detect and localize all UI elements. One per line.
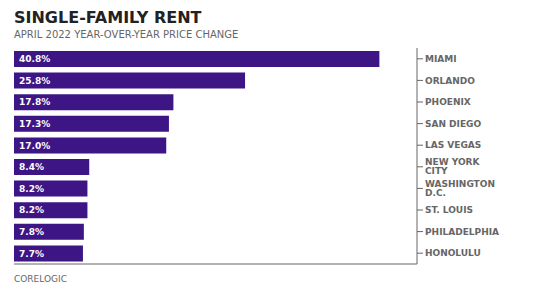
- svg-text:PHOENIX: PHOENIX: [425, 97, 471, 107]
- svg-text:MIAMI: MIAMI: [425, 54, 457, 64]
- svg-text:ST. LOUIS: ST. LOUIS: [425, 205, 473, 215]
- svg-text:PHILADELPHIA: PHILADELPHIA: [425, 227, 499, 237]
- svg-text:7.7%: 7.7%: [19, 249, 44, 259]
- svg-text:17.8%: 17.8%: [19, 97, 50, 107]
- html-text:CORELOGIC: CORELOGIC: [14, 274, 67, 284]
- html-text:SINGLE-FAMILY RENT: SINGLE-FAMILY RENT: [14, 8, 202, 27]
- svg-text:8.4%: 8.4%: [19, 162, 44, 172]
- svg-text:WASHINGTOND.C.: WASHINGTOND.C.: [425, 179, 495, 198]
- svg-text:SAN DIEGO: SAN DIEGO: [425, 119, 481, 129]
- svg-text:8.2%: 8.2%: [19, 184, 44, 194]
- svg-text:8.2%: 8.2%: [19, 205, 44, 215]
- svg-text:LAS VEGAS: LAS VEGAS: [425, 140, 481, 150]
- svg-text:17.3%: 17.3%: [19, 119, 50, 129]
- svg-text:HONOLULU: HONOLULU: [425, 248, 481, 258]
- svg-text:25.8%: 25.8%: [19, 76, 50, 86]
- html-text:APRIL 2022 YEAR-OVER-YEAR PRIC: APRIL 2022 YEAR-OVER-YEAR PRICE CHANGE: [14, 29, 239, 40]
- svg-text:40.8%: 40.8%: [19, 54, 50, 64]
- svg-text:17.0%: 17.0%: [19, 141, 50, 151]
- svg-text:7.8%: 7.8%: [19, 227, 44, 237]
- svg-text:NEW YORKCITY: NEW YORKCITY: [425, 157, 481, 176]
- svg-text:ORLANDO: ORLANDO: [425, 76, 475, 86]
